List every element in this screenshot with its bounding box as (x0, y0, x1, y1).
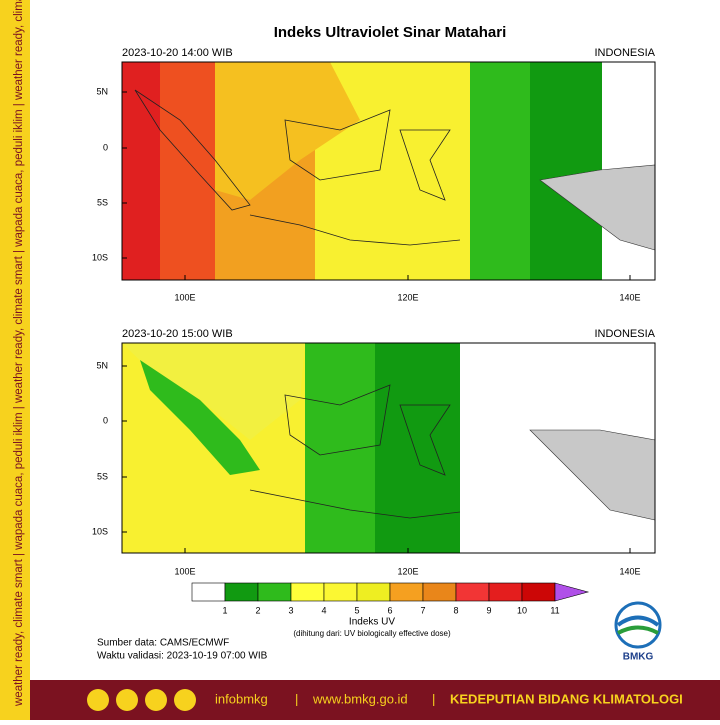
map-panel (121, 61, 656, 281)
colorbar-segment (422, 582, 457, 602)
lat-tick-label: 0 (103, 142, 108, 152)
lon-tick-label: 120E (397, 566, 418, 576)
lon-tick-label: 140E (619, 566, 640, 576)
colorbar-segment (323, 582, 358, 602)
map-time: 2023-10-20 15:00 WIB (122, 328, 233, 340)
colorbar-tick-label: 7 (420, 605, 425, 615)
logo-text: BMKG (623, 652, 654, 663)
map-time: 2023-10-20 14:00 WIB (122, 47, 233, 59)
lat-tick-label: 5N (96, 86, 108, 96)
lon-tick-label: 100E (174, 292, 195, 302)
logo (614, 601, 662, 649)
colorbar-tick-label: 3 (288, 605, 293, 615)
social-icons (87, 689, 196, 711)
colorbar-arrow (554, 582, 590, 602)
colorbar-tick-label: 9 (486, 605, 491, 615)
lon-tick-label: 120E (397, 292, 418, 302)
lat-tick-label: 10S (92, 526, 108, 536)
colorbar-segment (455, 582, 490, 602)
colorbar-title: Indeks UV (349, 617, 395, 628)
lat-tick-label: 5N (96, 360, 108, 370)
lat-tick-label: 10S (92, 252, 108, 262)
colorbar-segment (389, 582, 424, 602)
colorbar-tick-label: 10 (517, 605, 527, 615)
lat-tick-label: 5S (97, 471, 108, 481)
colorbar-segment (224, 582, 259, 602)
map-panel (121, 342, 656, 554)
colorbar-segment (257, 582, 292, 602)
lat-tick-label: 0 (103, 415, 108, 425)
footer-handle: infobmkg (215, 691, 268, 706)
title: Indeks Ultraviolet Sinar Matahari (274, 24, 507, 41)
colorbar-segment (356, 582, 391, 602)
separator: | (432, 691, 435, 706)
map-region: INDONESIA (594, 47, 655, 59)
footer-division: KEDEPUTIAN BIDANG KLIMATOLOGI (450, 691, 683, 706)
colorbar-tick-label: 11 (550, 605, 559, 615)
separator: | (295, 691, 298, 706)
source-note: Sumber data: CAMS/ECMWF (97, 638, 229, 649)
colorbar-tick-label: 1 (222, 605, 227, 615)
footer-site: www.bmkg.go.id (312, 691, 408, 706)
lat-tick-label: 5S (97, 197, 108, 207)
sidebar (0, 0, 30, 720)
colorbar-tick-label: 2 (255, 605, 260, 615)
validity-note: Waktu validasi: 2023-10-19 07:00 WIB (97, 651, 268, 662)
colorbar-segment (191, 582, 226, 602)
colorbar-segment (521, 582, 556, 602)
colorbar-tick-label: 8 (453, 605, 458, 615)
map-region: INDONESIA (594, 328, 655, 340)
colorbar-segment (290, 582, 325, 602)
sidebar-text: weather ready, climate smart | wapada cu… (13, 0, 25, 707)
colorbar-subtitle: (dihitung dari: UV biologically effectiv… (293, 629, 451, 638)
colorbar-segment (488, 582, 523, 602)
colorbar-tick-label: 6 (387, 605, 392, 615)
colorbar-tick-label: 4 (321, 605, 326, 615)
lon-tick-label: 100E (174, 566, 195, 576)
lon-tick-label: 140E (619, 292, 640, 302)
colorbar-tick-label: 5 (354, 605, 359, 615)
